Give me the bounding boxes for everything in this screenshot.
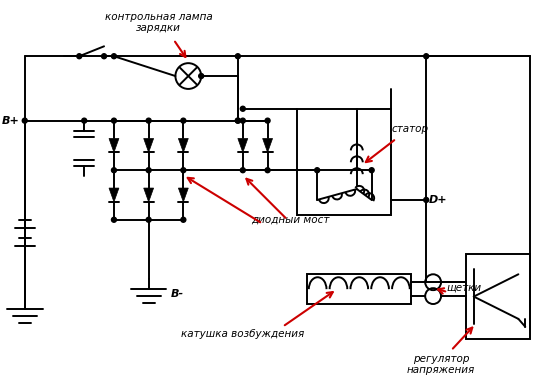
Circle shape [315, 168, 320, 173]
Text: щетки: щетки [446, 282, 481, 292]
Circle shape [424, 54, 428, 59]
Text: B-: B- [170, 289, 184, 299]
Circle shape [82, 118, 87, 123]
Circle shape [111, 217, 116, 222]
Circle shape [146, 217, 151, 222]
Circle shape [235, 118, 240, 123]
Polygon shape [179, 188, 188, 202]
Circle shape [424, 197, 428, 202]
Text: D+: D+ [429, 195, 448, 205]
Circle shape [181, 118, 186, 123]
Circle shape [240, 118, 245, 123]
Circle shape [146, 118, 151, 123]
Text: статор: статор [391, 123, 428, 134]
Circle shape [240, 168, 245, 173]
Circle shape [240, 106, 245, 111]
Circle shape [265, 118, 270, 123]
Circle shape [111, 118, 116, 123]
Circle shape [235, 118, 240, 123]
Text: катушка возбуждения: катушка возбуждения [181, 329, 305, 339]
Bar [307, 274, 411, 304]
Circle shape [111, 54, 116, 59]
Circle shape [22, 118, 27, 123]
Text: диодный мост: диодный мост [251, 215, 329, 225]
Circle shape [235, 54, 240, 59]
Bar [297, 109, 391, 215]
Circle shape [146, 168, 151, 173]
Polygon shape [109, 139, 119, 152]
Circle shape [101, 54, 106, 59]
Circle shape [181, 168, 186, 173]
Polygon shape [109, 188, 119, 202]
Text: B+: B+ [2, 116, 20, 126]
Circle shape [111, 168, 116, 173]
Text: контрольная лампа
зарядки: контрольная лампа зарядки [105, 12, 212, 33]
Polygon shape [263, 139, 273, 152]
Circle shape [369, 168, 374, 173]
Bar [466, 255, 530, 339]
Circle shape [199, 74, 204, 79]
Polygon shape [144, 139, 153, 152]
Circle shape [77, 54, 82, 59]
Polygon shape [179, 139, 188, 152]
Circle shape [181, 217, 186, 222]
Circle shape [265, 168, 270, 173]
Polygon shape [238, 139, 248, 152]
Text: регулятор
напряжения: регулятор напряжения [407, 354, 475, 375]
Polygon shape [144, 188, 153, 202]
